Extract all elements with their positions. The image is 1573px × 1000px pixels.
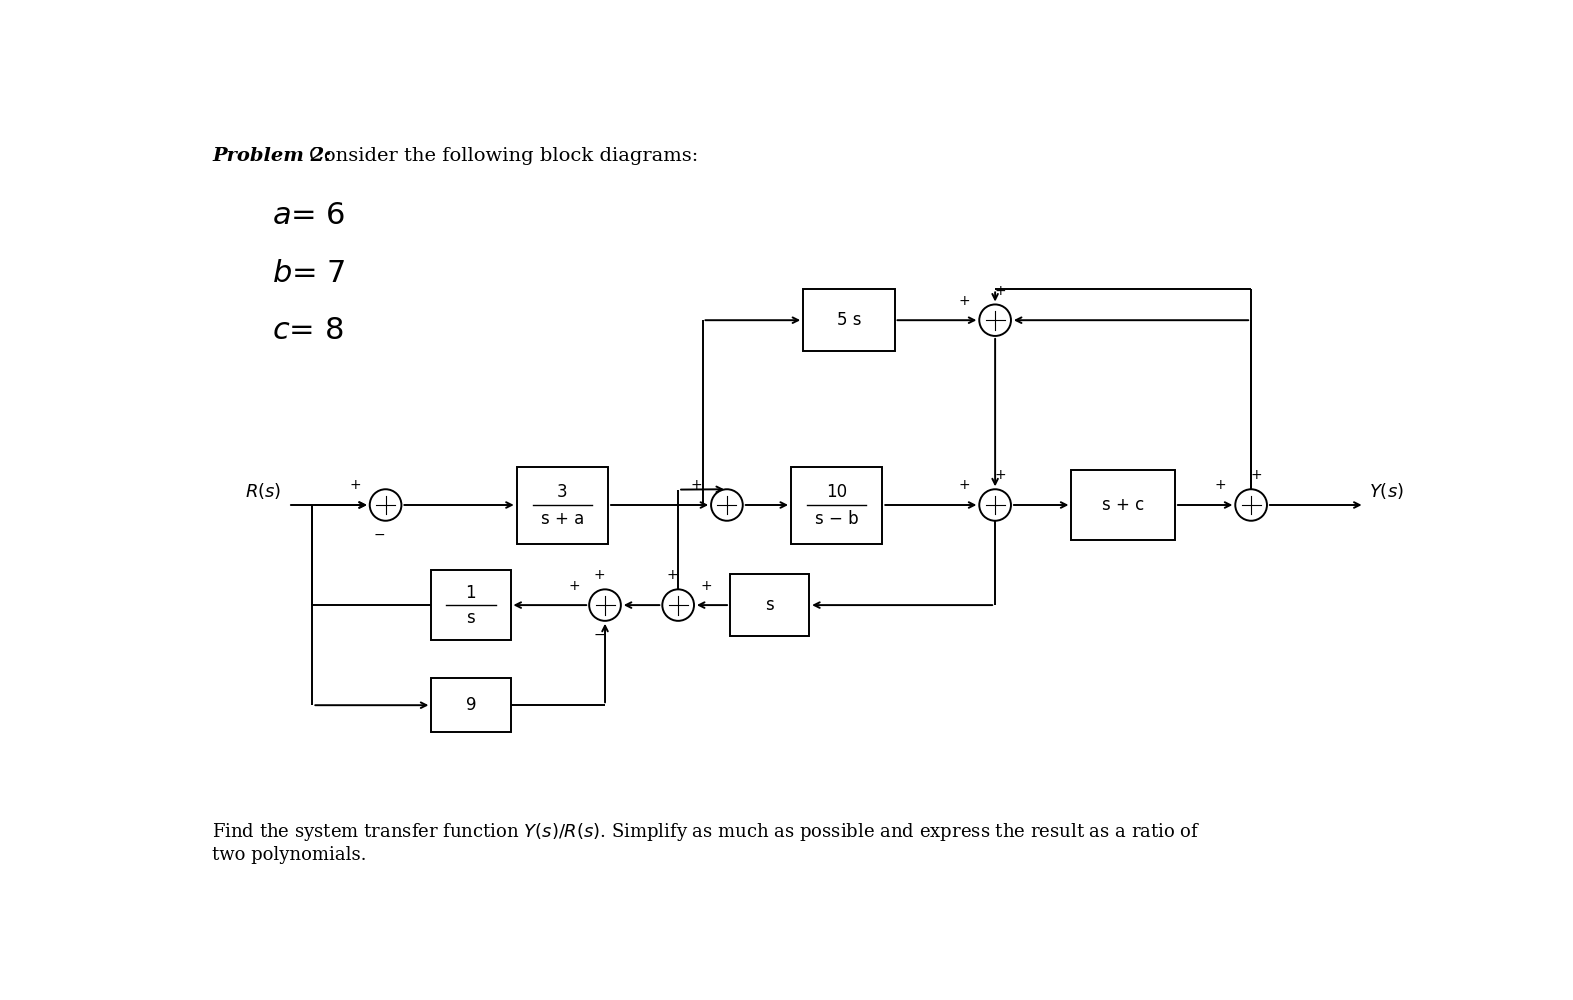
Text: +: +	[349, 478, 360, 492]
Text: 1: 1	[466, 584, 477, 602]
Ellipse shape	[980, 489, 1011, 521]
Ellipse shape	[711, 489, 742, 521]
Text: s: s	[764, 596, 774, 614]
Text: +: +	[667, 568, 678, 582]
Text: +: +	[593, 568, 604, 582]
Text: +: +	[994, 468, 1005, 482]
Text: 3: 3	[557, 483, 568, 501]
Ellipse shape	[662, 589, 694, 621]
Bar	[791, 466, 882, 544]
Text: $\it{c}$= 8: $\it{c}$= 8	[272, 316, 343, 345]
Text: 9: 9	[466, 696, 477, 714]
Text: +: +	[1214, 478, 1227, 492]
Text: 10: 10	[826, 483, 848, 501]
Bar	[516, 466, 609, 544]
Bar	[730, 574, 809, 636]
Text: s + c: s + c	[1103, 496, 1144, 514]
Text: Problem 2:: Problem 2:	[212, 147, 332, 165]
Text: 5 s: 5 s	[837, 311, 860, 329]
Text: Find the system transfer function $Y(s)/R(s)$. Simplify as much as possible and : Find the system transfer function $Y(s)/…	[212, 821, 1202, 863]
Text: +: +	[691, 478, 702, 492]
Text: −: −	[593, 628, 604, 642]
Text: +: +	[569, 579, 580, 593]
Ellipse shape	[980, 304, 1011, 336]
Text: s − b: s − b	[815, 510, 859, 528]
Text: +: +	[960, 294, 971, 308]
Bar	[431, 678, 511, 732]
Bar	[431, 570, 511, 640]
Ellipse shape	[370, 489, 401, 521]
Bar	[804, 289, 895, 351]
Text: +: +	[1251, 468, 1262, 482]
Text: $R(s)$: $R(s)$	[245, 481, 282, 501]
Text: s: s	[467, 609, 475, 627]
Text: s + a: s + a	[541, 510, 584, 528]
Text: $\it{a}$= 6: $\it{a}$= 6	[272, 201, 346, 230]
Text: $\it{b}$= 7: $\it{b}$= 7	[272, 259, 346, 288]
Text: +: +	[960, 478, 971, 492]
Text: −: −	[374, 528, 385, 542]
Text: $Y(s)$: $Y(s)$	[1370, 481, 1405, 501]
Text: +: +	[994, 284, 1005, 298]
Ellipse shape	[590, 589, 621, 621]
Ellipse shape	[1235, 489, 1266, 521]
Text: +: +	[700, 579, 713, 593]
Bar	[1071, 470, 1175, 540]
Text: Consider the following block diagrams:: Consider the following block diagrams:	[308, 147, 698, 165]
